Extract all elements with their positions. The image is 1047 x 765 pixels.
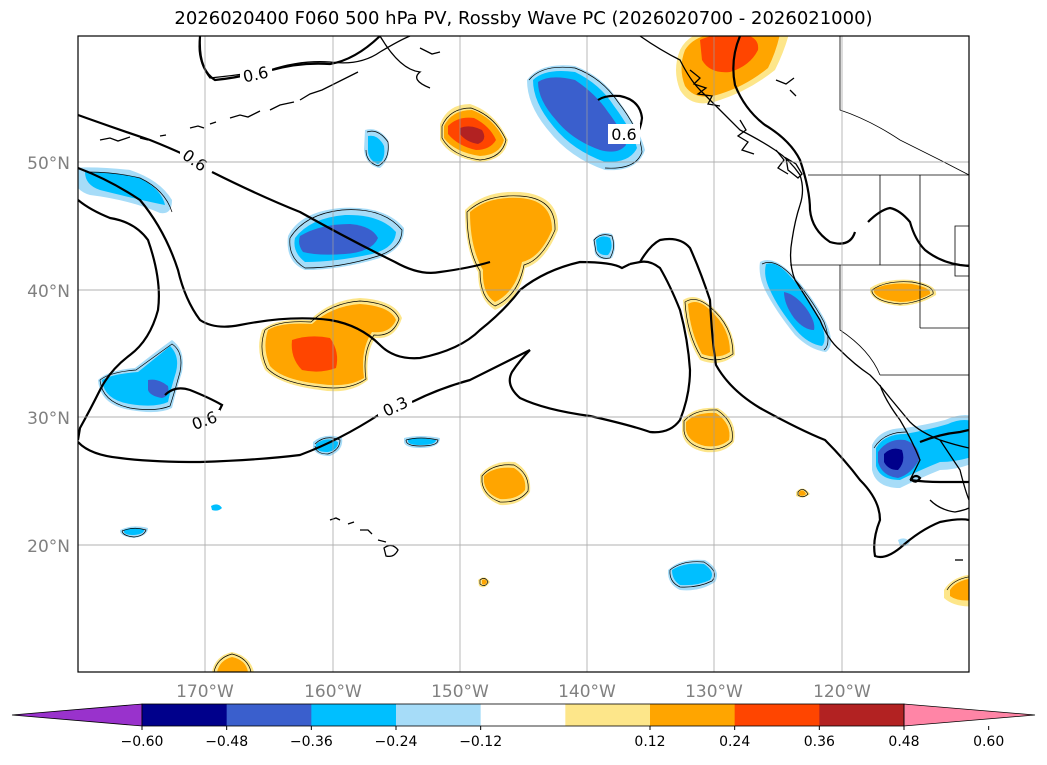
gridlines: [78, 36, 969, 672]
neg-patch: [408, 438, 436, 445]
neg-patch: [538, 77, 626, 152]
colorbar-segment: [142, 704, 228, 726]
pos-patch: [460, 126, 485, 144]
neg-patch: [898, 538, 910, 547]
neg-patch: [368, 135, 385, 164]
contour-label: 0.6: [611, 125, 636, 144]
pos-patch: [700, 36, 759, 73]
colorbar-tick-label: 0.36: [804, 734, 835, 750]
colorbar-tick-label: −0.12: [459, 734, 502, 750]
lat-label-40n: 40°N: [27, 282, 70, 302]
colorbar-outline: [141, 703, 905, 727]
neg-patch: [784, 292, 815, 330]
neg-patch: [148, 379, 169, 398]
pos-patch: [482, 579, 487, 585]
colorbar-segment: [734, 704, 820, 726]
colorbar-segment: [480, 704, 566, 726]
colorbar-extend-high: [903, 703, 1036, 727]
pos-patch: [950, 578, 969, 601]
colorbar-segment: [650, 704, 736, 726]
lon-label-140w: 140°W: [558, 682, 616, 702]
colorbar-tick-label: −0.24: [375, 734, 418, 750]
contour-label: 0.6: [241, 63, 270, 87]
colorbar-segment: [396, 704, 482, 726]
pos-patch: [874, 283, 931, 302]
pos-patch: [470, 197, 552, 302]
neg-patch: [884, 448, 904, 470]
lon-label-170w: 170°W: [176, 682, 234, 702]
colorbar-tick-label: 0.48: [888, 734, 919, 750]
latitude-labels: 50°N 40°N 30°N 20°N: [27, 154, 70, 557]
lon-label-130w: 130°W: [685, 682, 743, 702]
neg-patch: [596, 236, 612, 256]
lat-label-20n: 20°N: [27, 537, 70, 557]
colorbar-segment: [226, 704, 312, 726]
colorbar-tick-label: 0.24: [719, 734, 750, 750]
colorbar-tick-label: −0.36: [290, 734, 333, 750]
longitude-labels: 170°W 160°W 150°W 140°W 130°W 120°W: [176, 682, 871, 702]
map-title: 2026020400 F060 500 hPa PV, Rossby Wave …: [174, 8, 873, 29]
neg-patch: [316, 439, 338, 452]
coastlines: [99, 36, 969, 561]
patch-outlines: [87, 66, 969, 672]
colorbar-segment: [311, 704, 397, 726]
lat-label-30n: 30°N: [27, 409, 70, 429]
colorbar: −0.60 −0.48 −0.36 −0.24 −0.12 0.12 0.24 0.36 0.4…: [11, 703, 1036, 750]
pos-patch: [291, 336, 338, 372]
pos-patch: [484, 467, 526, 500]
lon-label-120w: 120°W: [813, 682, 871, 702]
lon-label-160w: 160°W: [304, 682, 362, 702]
map-frame: [77, 35, 970, 673]
political-borders: [790, 36, 969, 376]
colorbar-tick-label: −0.60: [121, 734, 164, 750]
colorbar-tick-label: 0.12: [634, 734, 665, 750]
colorbar-tick-label: 0.60: [973, 734, 1004, 750]
pos-patch: [799, 490, 806, 496]
lon-label-150w: 150°W: [431, 682, 489, 702]
pv-contours: [78, 36, 969, 559]
pos-patch: [688, 302, 730, 357]
colorbar-extend-low: [11, 703, 143, 727]
pos-patch: [686, 412, 730, 447]
colorbar-segment: [819, 704, 905, 726]
pos-patch: [217, 657, 248, 672]
colorbar-segment: [565, 704, 651, 726]
neg-patch: [299, 224, 378, 255]
neg-patch: [211, 504, 222, 511]
neg-patch: [124, 528, 144, 535]
colorbar-tick-label: −0.48: [205, 734, 248, 750]
lat-label-50n: 50°N: [27, 154, 70, 174]
neg-patch: [672, 563, 712, 586]
